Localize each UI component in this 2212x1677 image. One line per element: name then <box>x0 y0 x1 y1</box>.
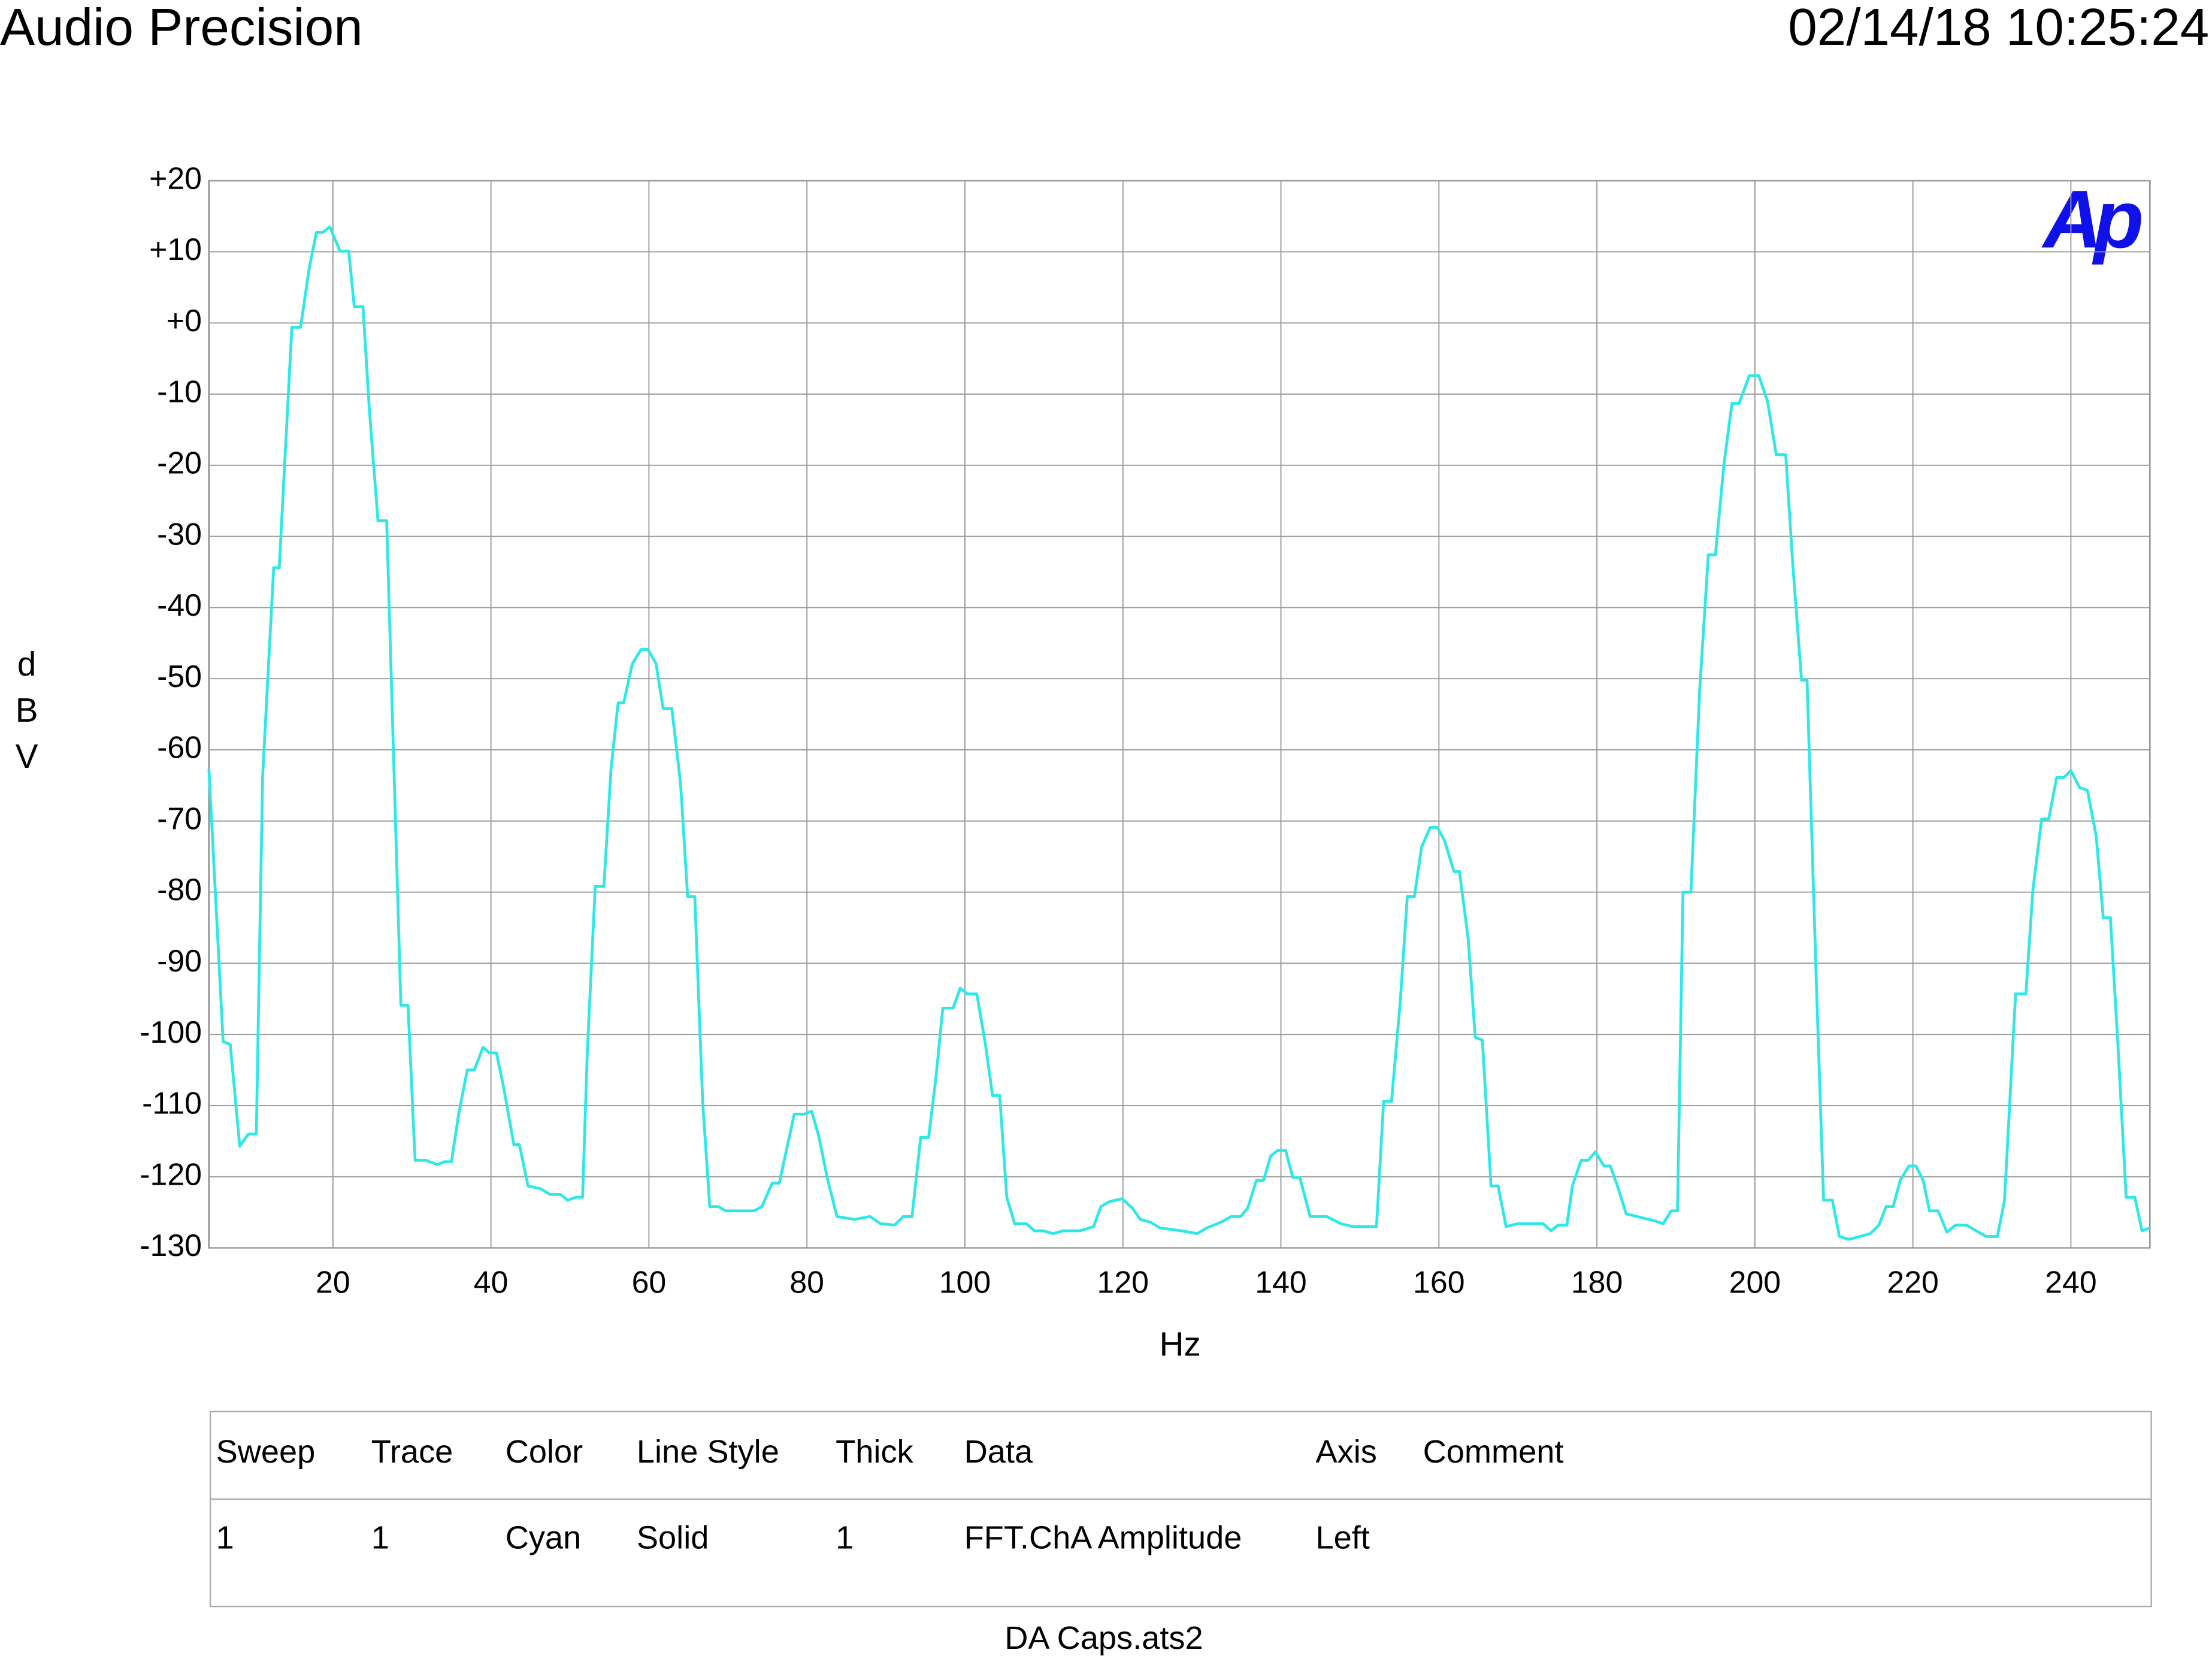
table-header: Data <box>964 1434 1033 1470</box>
brand: Audio Precision <box>0 0 363 56</box>
y-tick-label: -90 <box>157 943 202 978</box>
table-cell: 1 <box>216 1520 234 1556</box>
legend-table <box>209 1410 2152 1608</box>
x-tick-label: 120 <box>1097 1264 1149 1299</box>
x-axis-label: Hz <box>1160 1325 1201 1363</box>
table-cell: Cyan <box>506 1520 581 1556</box>
table-cell: 1 <box>371 1520 389 1556</box>
footer: DA Caps.ats2 <box>1004 1620 1203 1656</box>
y-tick-label: -120 <box>140 1157 202 1191</box>
table-header: Sweep <box>216 1434 316 1470</box>
y-tick-label: -100 <box>140 1015 202 1049</box>
trace <box>207 225 2151 1241</box>
y-tick-label: -20 <box>157 446 202 480</box>
x-tick-label: 20 <box>316 1264 350 1299</box>
y-tick-label: +20 <box>149 161 202 195</box>
y-tick-label: -40 <box>157 588 202 622</box>
x-tick-label: 200 <box>1729 1264 1781 1299</box>
y-axis-label: dBV <box>8 645 46 783</box>
table-header: Line Style <box>637 1434 779 1470</box>
y-tick-label: +0 <box>167 303 202 338</box>
timestamp: 02/14/18 10:25:24 <box>1788 0 2209 56</box>
x-tick-label: 40 <box>474 1264 509 1299</box>
y-tick-label: +10 <box>149 232 202 267</box>
y-tick-label: -10 <box>157 374 202 409</box>
y-tick-label: -60 <box>157 730 202 765</box>
x-tick-label: 180 <box>1571 1264 1623 1299</box>
table-header: Comment <box>1423 1434 1564 1470</box>
table-header: Axis <box>1315 1434 1376 1470</box>
x-tick-label: 80 <box>789 1264 824 1299</box>
y-tick-label: -50 <box>157 659 202 694</box>
table-cell: Left <box>1315 1520 1369 1556</box>
y-tick-label: -30 <box>157 516 202 551</box>
table-cell: Solid <box>637 1520 709 1556</box>
y-tick-label: -110 <box>142 1086 202 1121</box>
x-tick-label: 220 <box>1887 1264 1938 1299</box>
table-header: Color <box>506 1434 583 1470</box>
table-header: Thick <box>836 1434 913 1470</box>
plot-frame <box>208 180 2151 1249</box>
x-tick-label: 140 <box>1255 1264 1306 1299</box>
y-tick-label: -70 <box>157 801 202 836</box>
logo: Ap <box>2041 173 2142 265</box>
table-header: Trace <box>371 1434 453 1470</box>
table-cell: 1 <box>836 1520 854 1556</box>
table-cell: FFT.ChA Amplitude <box>964 1520 1242 1556</box>
x-tick-label: 240 <box>2045 1264 2096 1299</box>
y-tick-label: -80 <box>157 872 202 907</box>
x-tick-label: 100 <box>939 1264 991 1299</box>
x-tick-label: 160 <box>1413 1264 1464 1299</box>
x-tick-label: 60 <box>632 1264 667 1299</box>
y-tick-label: -130 <box>140 1228 202 1263</box>
